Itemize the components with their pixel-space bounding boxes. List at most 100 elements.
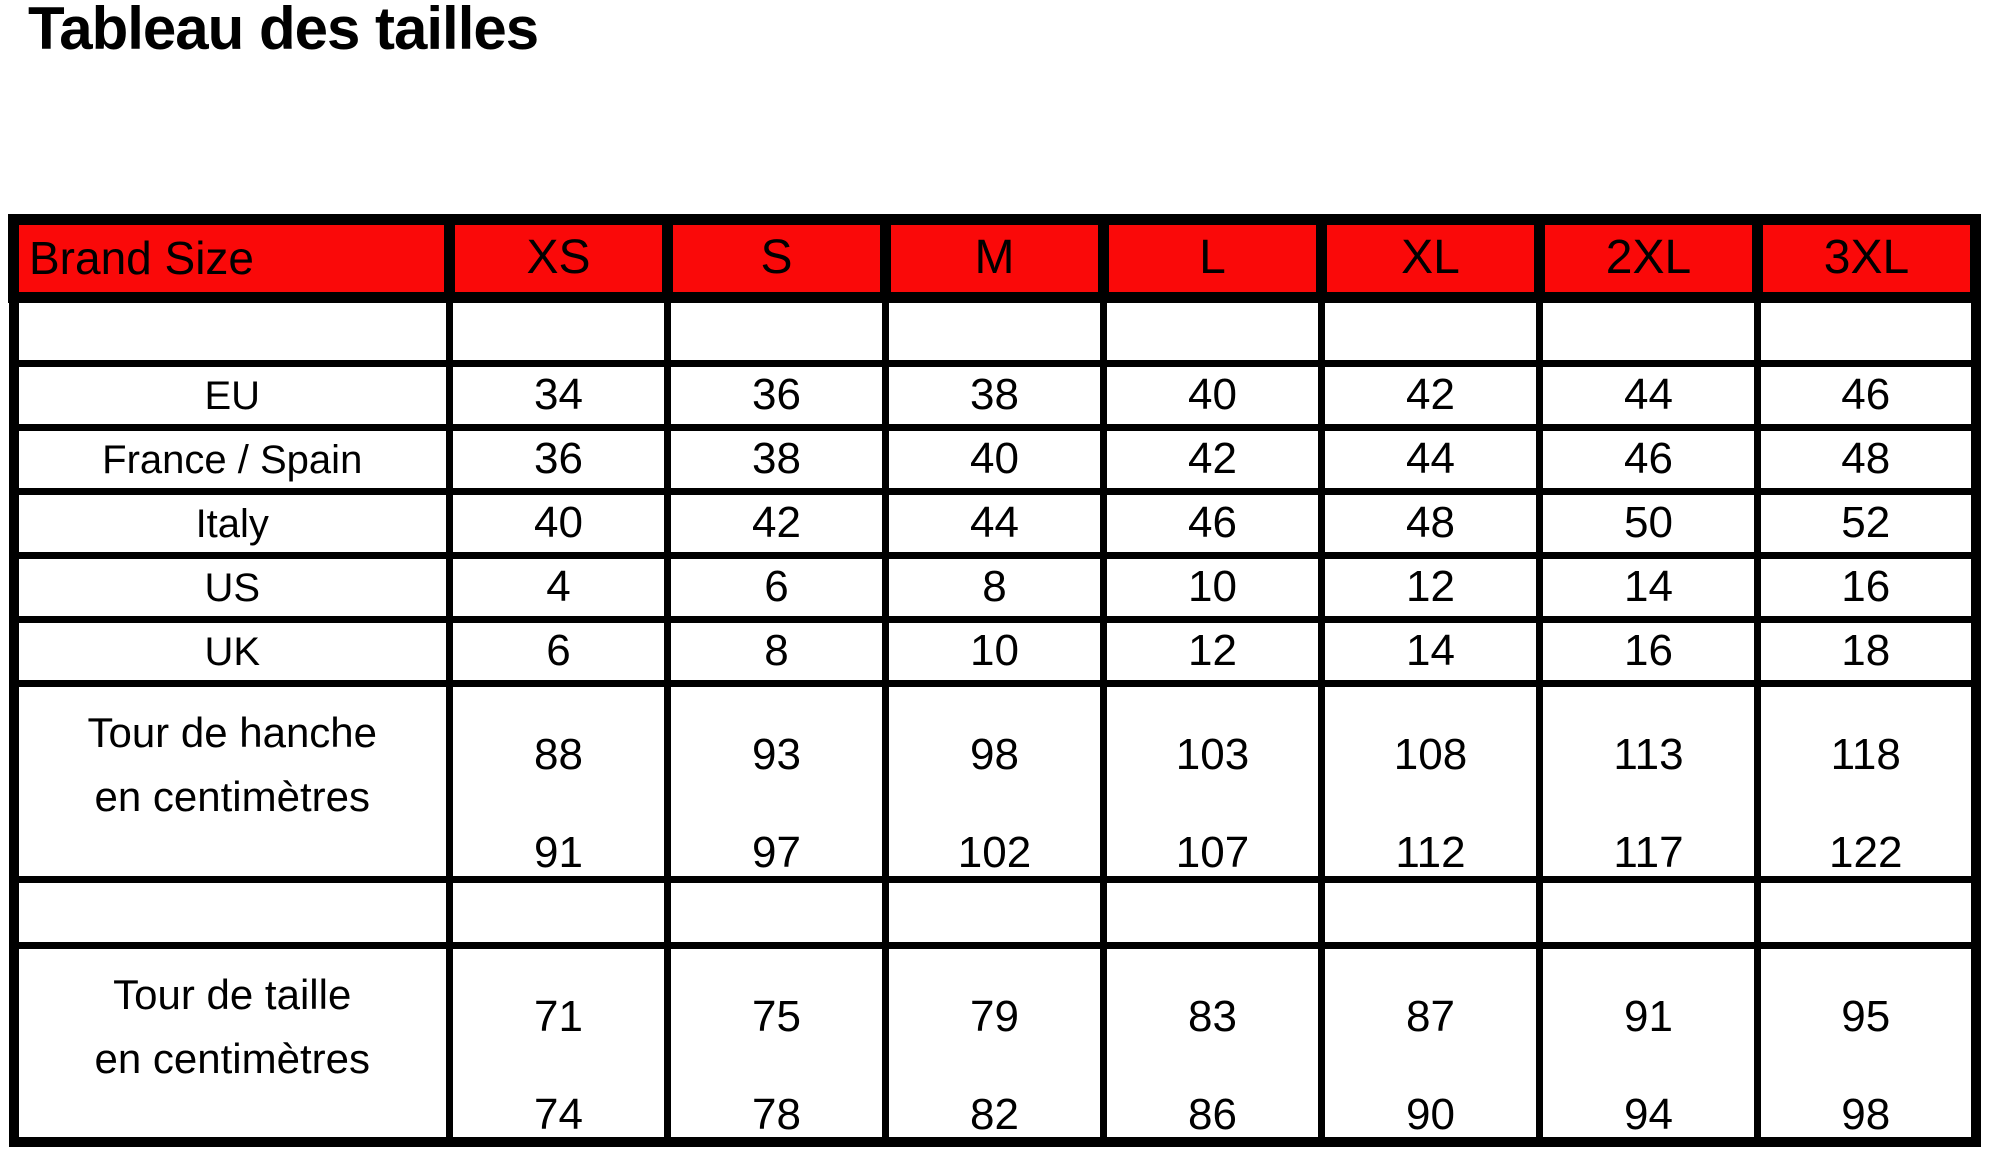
empty-cell — [10, 876, 453, 949]
cell-value-range: 113 117 — [1536, 680, 1761, 883]
header-size-l: L — [1098, 214, 1327, 303]
range-min: 113 — [1613, 730, 1684, 779]
range-min: 88 — [534, 730, 583, 779]
cell-value: 46 — [1100, 488, 1325, 559]
empty-cell — [1318, 876, 1543, 949]
range-min: 91 — [1624, 992, 1673, 1041]
table-row-eu: EU 34 36 38 40 42 44 46 — [10, 360, 1979, 431]
empty-cell — [446, 876, 671, 949]
cell-value: 18 — [1754, 616, 1979, 687]
empty-cell — [1536, 876, 1761, 949]
cell-value: 42 — [664, 488, 889, 559]
row-label-line2: en centimètres — [94, 773, 370, 820]
cell-value-range: 79 82 — [882, 942, 1107, 1146]
cell-value: 42 — [1100, 424, 1325, 495]
range-max: 82 — [970, 1090, 1019, 1139]
cell-value: 8 — [882, 552, 1107, 623]
cell-value: 38 — [664, 424, 889, 495]
cell-value: 38 — [882, 360, 1107, 431]
range-min: 95 — [1841, 992, 1891, 1041]
cell-value: 36 — [446, 424, 671, 495]
cell-value: 36 — [664, 360, 889, 431]
range-max: 112 — [1395, 828, 1466, 877]
range-max: 117 — [1613, 828, 1684, 877]
cell-value: 4 — [446, 552, 671, 623]
table-row-france-spain: France / Spain 36 38 40 42 44 46 48 — [10, 424, 1979, 495]
cell-value-range: 71 74 — [446, 942, 671, 1146]
row-label-line1: Tour de hanche — [87, 709, 378, 756]
cell-value-range: 87 90 — [1318, 942, 1543, 1146]
empty-cell — [1754, 294, 1979, 367]
cell-value: 46 — [1754, 360, 1979, 431]
row-label-italy: Italy — [10, 488, 453, 559]
row-label-us: US — [10, 552, 453, 623]
cell-value: 44 — [1318, 424, 1543, 495]
range-max: 86 — [1188, 1090, 1237, 1139]
cell-value: 46 — [1536, 424, 1761, 495]
range-min: 75 — [752, 992, 801, 1041]
header-brand-size: Brand Size — [8, 214, 455, 303]
cell-value-range: 118 122 — [1754, 680, 1979, 883]
row-label-uk: UK — [10, 616, 453, 687]
header-size-xs: XS — [444, 214, 673, 303]
empty-cell — [664, 876, 889, 949]
table-row-hip-measurement: Tour de hanche en centimètres 88 91 93 9… — [10, 680, 1979, 883]
range-min: 83 — [1188, 992, 1237, 1041]
table-row-italy: Italy 40 42 44 46 48 50 52 — [10, 488, 1979, 559]
cell-value-range: 75 78 — [664, 942, 889, 1146]
range-max: 74 — [534, 1090, 583, 1139]
header-size-m: M — [880, 214, 1109, 303]
spacer-row — [10, 876, 1979, 949]
cell-value: 10 — [882, 616, 1107, 687]
empty-cell — [1754, 876, 1979, 949]
range-max: 78 — [752, 1090, 801, 1139]
cell-value: 34 — [446, 360, 671, 431]
cell-value-range: 103 107 — [1100, 680, 1325, 883]
row-label-waist: Tour de taille en centimètres — [10, 942, 453, 1146]
row-label-line2: en centimètres — [94, 1035, 370, 1082]
cell-value: 52 — [1754, 488, 1979, 559]
header-size-2xl: 2XL — [1534, 214, 1763, 303]
cell-value: 44 — [882, 488, 1107, 559]
table-row-us: US 4 6 8 10 12 14 16 — [10, 552, 1979, 623]
cell-value: 8 — [664, 616, 889, 687]
range-max: 98 — [1841, 1090, 1891, 1139]
cell-value: 14 — [1536, 552, 1761, 623]
cell-value: 44 — [1536, 360, 1761, 431]
cell-value: 12 — [1318, 552, 1543, 623]
range-min: 79 — [970, 992, 1019, 1041]
cell-value-range: 98 102 — [882, 680, 1107, 883]
cell-value: 16 — [1754, 552, 1979, 623]
cell-value-range: 93 97 — [664, 680, 889, 883]
cell-value: 12 — [1100, 616, 1325, 687]
header-size-3xl: 3XL — [1752, 214, 1981, 303]
cell-value: 42 — [1318, 360, 1543, 431]
empty-cell — [1100, 294, 1325, 367]
range-min: 87 — [1406, 992, 1455, 1041]
header-size-xl: XL — [1316, 214, 1545, 303]
range-max: 97 — [752, 828, 801, 877]
row-label-line1: Tour de taille — [113, 971, 352, 1018]
header-row: Brand Size XS S M L XL 2XL 3XL — [8, 214, 1981, 303]
range-min: 103 — [1175, 730, 1250, 779]
cell-value: 48 — [1318, 488, 1543, 559]
cell-value-range: 88 91 — [446, 680, 671, 883]
range-max: 90 — [1406, 1090, 1455, 1139]
cell-value-range: 83 86 — [1100, 942, 1325, 1146]
range-max: 102 — [957, 828, 1032, 877]
cell-value-range: 95 98 — [1754, 942, 1979, 1146]
table-row-uk: UK 6 8 10 12 14 16 18 — [10, 616, 1979, 687]
cell-value-range: 108 112 — [1318, 680, 1543, 883]
range-min: 71 — [534, 992, 583, 1041]
empty-cell — [1318, 294, 1543, 367]
empty-cell — [446, 294, 671, 367]
row-label-eu: EU — [10, 360, 453, 431]
range-min: 108 — [1393, 730, 1468, 779]
cell-value-range: 91 94 — [1536, 942, 1761, 1146]
row-label-hip: Tour de hanche en centimètres — [10, 680, 453, 883]
empty-cell — [664, 294, 889, 367]
cell-value: 10 — [1100, 552, 1325, 623]
range-max: 107 — [1175, 828, 1250, 877]
range-min: 93 — [752, 730, 801, 779]
empty-cell — [10, 294, 453, 367]
